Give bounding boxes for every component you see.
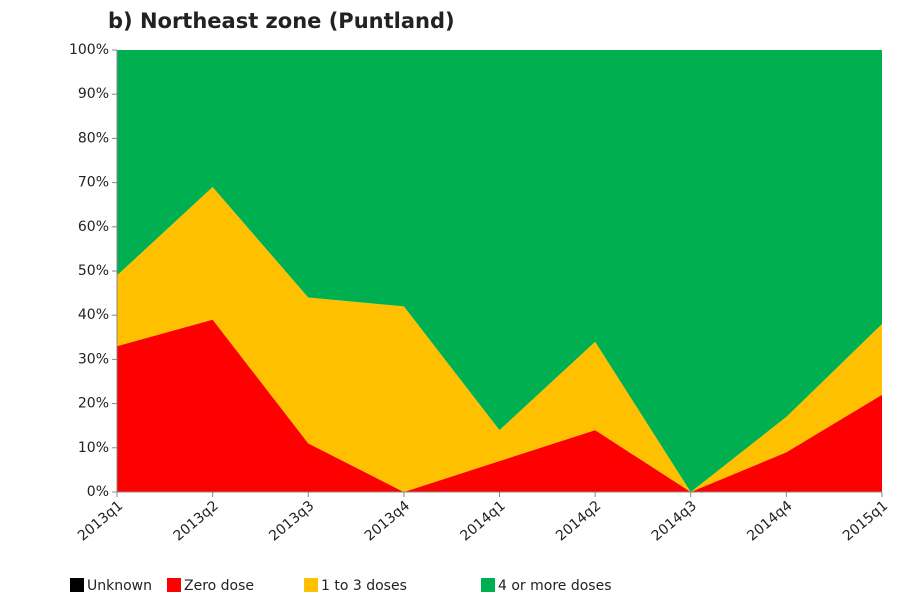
- x-tick-label: 2013q1: [75, 498, 126, 545]
- area: [117, 50, 882, 492]
- area: [117, 187, 882, 492]
- legend-swatch: [304, 578, 318, 592]
- legend-swatch: [167, 578, 181, 592]
- x-tick-label: 2013q4: [362, 498, 413, 545]
- legend-label: Zero dose: [184, 578, 254, 594]
- legend-label: 1 to 3 doses: [321, 578, 407, 594]
- y-tick-label: 50%: [78, 263, 109, 279]
- y-tick-label: 60%: [78, 219, 109, 235]
- x-tick-label: 2013q2: [171, 498, 222, 545]
- y-tick-label: 30%: [78, 351, 109, 367]
- y-tick-label: 90%: [78, 86, 109, 102]
- y-tick-label: 70%: [78, 175, 109, 191]
- legend-swatch: [481, 578, 495, 592]
- x-tick-label: 2014q3: [649, 498, 700, 545]
- legend-label: 4 or more doses: [498, 578, 612, 594]
- y-tick-label: 0%: [87, 484, 109, 500]
- x-tick-label: 2013q3: [266, 498, 317, 545]
- legend-label: Unknown: [87, 578, 152, 594]
- y-tick-label: 80%: [78, 130, 109, 146]
- y-tick-label: 40%: [78, 307, 109, 323]
- x-tick-label: 2015q1: [840, 498, 891, 545]
- area: [117, 319, 882, 492]
- x-tick-label: 2014q4: [744, 498, 795, 545]
- chart-title: b) Northeast zone (Puntland): [108, 9, 455, 33]
- x-tick-label: 2014q1: [457, 498, 508, 545]
- y-tick-label: 100%: [69, 42, 109, 58]
- y-tick-label: 10%: [78, 440, 109, 456]
- x-tick-label: 2014q2: [553, 498, 604, 545]
- legend-swatch: [70, 578, 84, 592]
- y-tick-label: 20%: [78, 396, 109, 412]
